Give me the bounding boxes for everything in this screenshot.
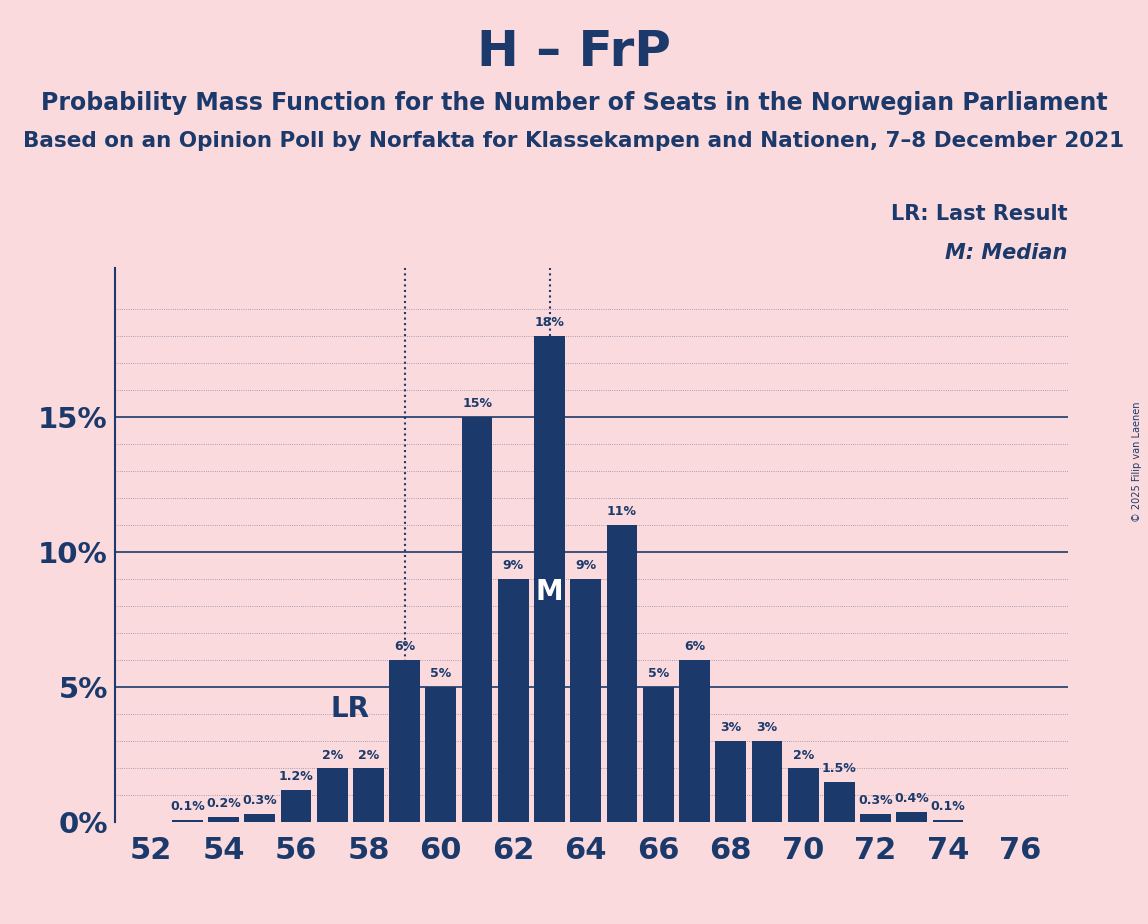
Text: 18%: 18%: [535, 316, 565, 329]
Text: 9%: 9%: [503, 559, 523, 572]
Bar: [426, 687, 456, 822]
Text: H – FrP: H – FrP: [478, 28, 670, 76]
Bar: [860, 814, 891, 822]
Text: 3%: 3%: [757, 722, 777, 735]
Text: 0.3%: 0.3%: [242, 795, 277, 808]
Bar: [461, 417, 492, 822]
Bar: [245, 814, 276, 822]
Bar: [715, 741, 746, 822]
Text: 6%: 6%: [394, 640, 416, 653]
Bar: [571, 579, 602, 822]
Text: 2%: 2%: [321, 748, 343, 761]
Text: 1.2%: 1.2%: [279, 770, 313, 784]
Text: 1.5%: 1.5%: [822, 762, 856, 775]
Bar: [317, 768, 348, 822]
Text: 0.2%: 0.2%: [207, 797, 241, 810]
Text: Probability Mass Function for the Number of Seats in the Norwegian Parliament: Probability Mass Function for the Number…: [40, 91, 1108, 115]
Bar: [788, 768, 819, 822]
Bar: [354, 768, 383, 822]
Bar: [534, 335, 565, 822]
Text: 0.1%: 0.1%: [170, 800, 204, 813]
Bar: [824, 782, 855, 822]
Text: 0.3%: 0.3%: [859, 795, 893, 808]
Text: 5%: 5%: [647, 667, 669, 680]
Text: 0.4%: 0.4%: [894, 792, 929, 805]
Text: 15%: 15%: [463, 397, 492, 410]
Text: 2%: 2%: [358, 748, 379, 761]
Text: LR: Last Result: LR: Last Result: [891, 204, 1068, 225]
Text: 0.1%: 0.1%: [931, 800, 965, 813]
Bar: [897, 811, 928, 822]
Text: 9%: 9%: [575, 559, 596, 572]
Bar: [172, 820, 203, 822]
Bar: [680, 660, 709, 822]
Bar: [389, 660, 420, 822]
Text: 2%: 2%: [792, 748, 814, 761]
Bar: [606, 525, 637, 822]
Text: © 2025 Filip van Laenen: © 2025 Filip van Laenen: [1132, 402, 1141, 522]
Text: Based on an Opinion Poll by Norfakta for Klassekampen and Nationen, 7–8 December: Based on an Opinion Poll by Norfakta for…: [23, 131, 1125, 152]
Bar: [752, 741, 782, 822]
Text: 5%: 5%: [430, 667, 451, 680]
Text: M: Median: M: Median: [945, 243, 1068, 263]
Bar: [643, 687, 674, 822]
Text: M: M: [536, 578, 564, 606]
Text: 6%: 6%: [684, 640, 705, 653]
Bar: [498, 579, 529, 822]
Text: LR: LR: [331, 695, 370, 723]
Text: 11%: 11%: [607, 505, 637, 518]
Text: 3%: 3%: [720, 722, 742, 735]
Bar: [208, 817, 239, 822]
Bar: [280, 790, 311, 822]
Bar: [932, 820, 963, 822]
